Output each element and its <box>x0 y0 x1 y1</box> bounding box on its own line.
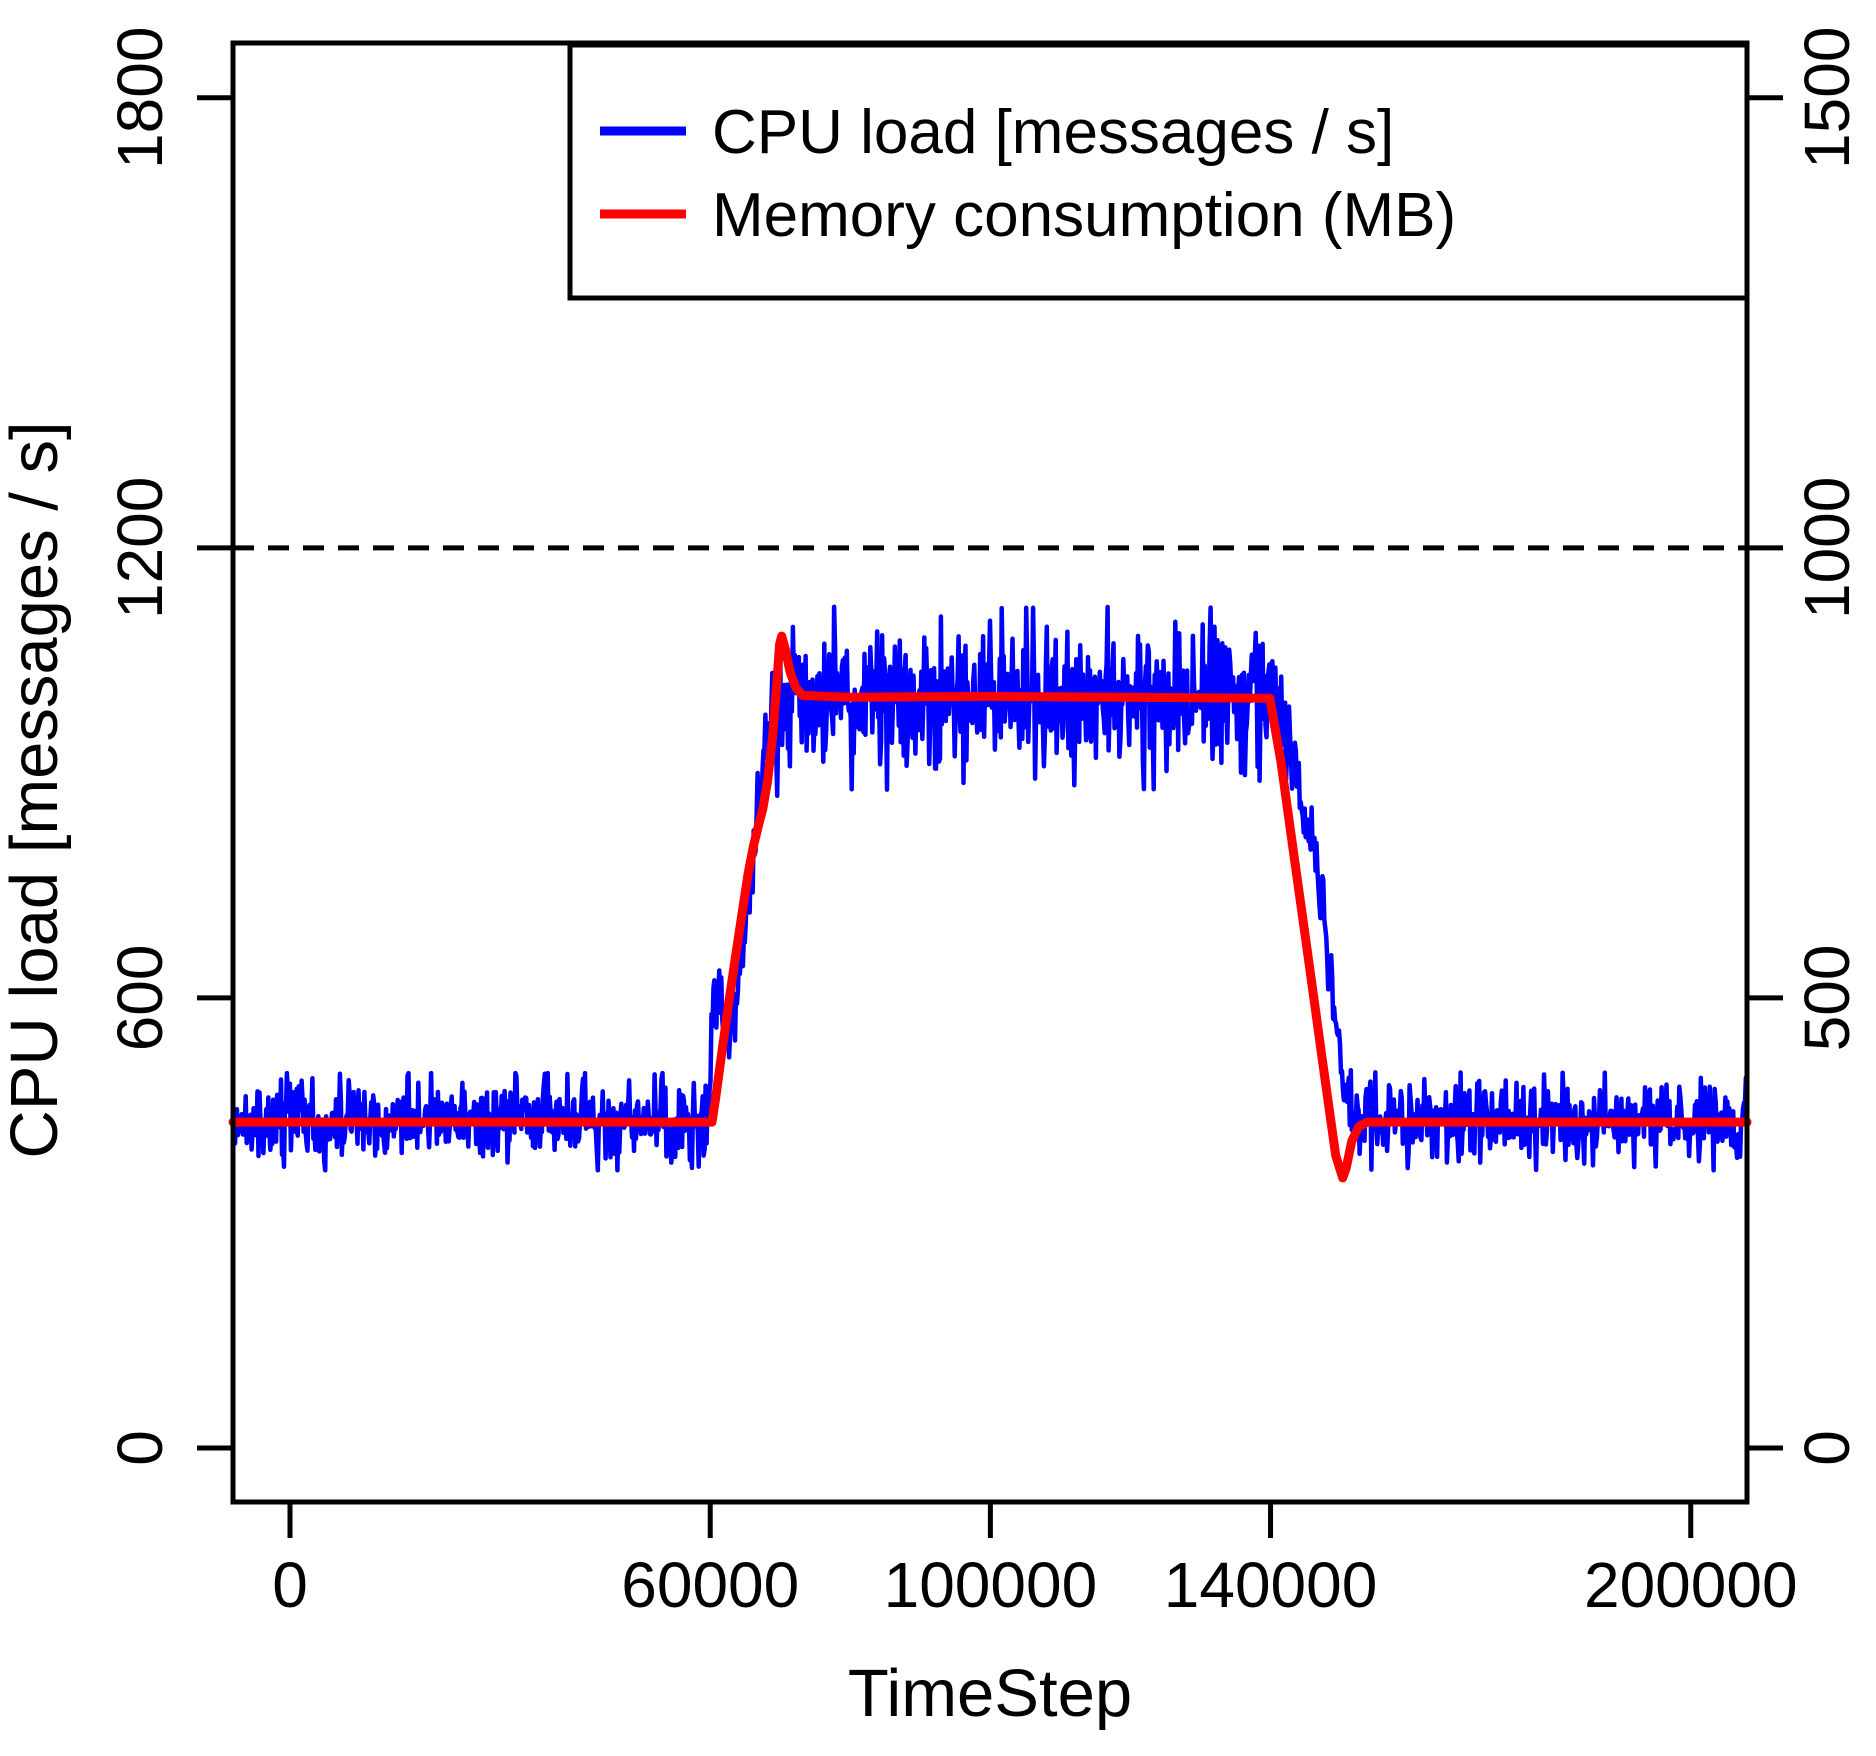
right-tick-label: 1000 <box>1791 477 1863 619</box>
x-tick-label: 200000 <box>1584 1549 1798 1621</box>
cpu-load-series <box>230 604 1750 1173</box>
plot-dynamic-content: 0 60000 100000 140000 200000 0 600 1200 1800 0 500… <box>104 27 1863 1621</box>
legend: CPU load [messages / s] Memory consumpti… <box>567 42 1750 301</box>
x-tick-label: 0 <box>272 1549 308 1621</box>
left-tick-label: 600 <box>104 945 176 1052</box>
x-axis-title: TimeStep <box>848 1656 1132 1731</box>
right-tick-label: 0 <box>1791 1430 1863 1466</box>
y-axis-title: CPU load [messages / s] <box>0 421 72 1158</box>
right-tick-label: 500 <box>1791 945 1863 1052</box>
left-tick-label: 0 <box>104 1430 176 1466</box>
legend-label-memory: Memory consumption (MB) <box>712 181 1456 250</box>
left-tick-label: 1200 <box>104 477 176 619</box>
right-tick-label: 1500 <box>1791 27 1863 169</box>
x-tick-label: 140000 <box>1164 1549 1378 1621</box>
x-tick-label: 100000 <box>884 1549 1098 1621</box>
memory-series <box>228 631 1752 1183</box>
left-tick-label: 1800 <box>104 27 176 169</box>
legend-box <box>567 42 1750 301</box>
legend-label-cpu: CPU load [messages / s] <box>712 98 1394 167</box>
x-tick-label: 60000 <box>621 1549 799 1621</box>
